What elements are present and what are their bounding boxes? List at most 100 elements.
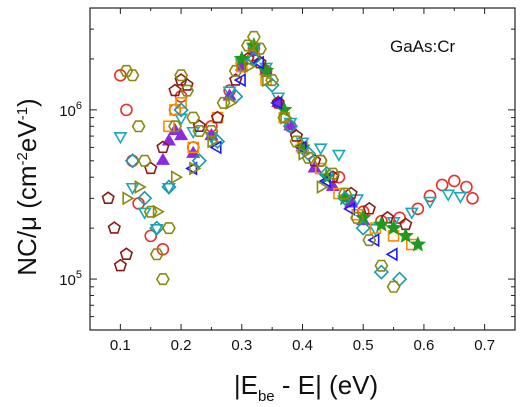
- series-hexagon: [119, 30, 401, 293]
- data-point: [119, 247, 134, 260]
- data-point: [192, 119, 206, 132]
- data-point: [257, 62, 275, 78]
- data-point: [373, 264, 390, 280]
- data-point: [362, 234, 377, 247]
- data-point: [265, 74, 280, 87]
- data-point: [233, 73, 246, 88]
- data-point: [332, 170, 346, 184]
- data-point: [246, 51, 262, 67]
- data-point: [155, 152, 170, 165]
- chart-annotation: GaAs:Cr: [390, 37, 456, 56]
- y-axis-title-sup2: -1: [14, 107, 31, 120]
- data-point: [343, 201, 356, 216]
- y-tick-label: 106: [59, 100, 82, 120]
- data-point: [170, 170, 184, 185]
- x-axis-title-main: |E: [234, 370, 258, 400]
- data-point: [149, 224, 164, 237]
- data-point: [225, 95, 238, 110]
- y-axis-title-pre: NC/μ (cm: [12, 165, 42, 275]
- data-point: [187, 141, 200, 154]
- data-point: [175, 97, 187, 109]
- x-tick-label: 0.2: [171, 337, 192, 354]
- data-point: [180, 78, 194, 91]
- data-point: [209, 140, 222, 155]
- data-point: [355, 220, 371, 236]
- data-point: [168, 83, 182, 97]
- y-tick-label: 105: [59, 269, 82, 289]
- data-point: [163, 120, 175, 133]
- data-point: [136, 190, 153, 206]
- data-point: [435, 178, 449, 192]
- data-point: [246, 30, 261, 43]
- data-point: [316, 179, 329, 195]
- x-axis-title-rest: - E| (eV): [275, 370, 379, 400]
- data-point: [155, 273, 170, 286]
- data-point: [207, 134, 220, 149]
- data-point: [125, 69, 140, 82]
- data-point: [404, 207, 419, 220]
- data-point: [169, 104, 181, 116]
- x-tick-label: 0.4: [292, 337, 313, 354]
- data-point: [137, 207, 152, 220]
- series-triangle-right: [122, 59, 329, 219]
- data-point: [174, 113, 189, 126]
- data-point: [101, 191, 115, 204]
- data-point: [186, 126, 201, 140]
- data-point: [307, 160, 322, 173]
- data-point: [152, 204, 165, 219]
- x-axis-title-subscript: be: [258, 388, 275, 405]
- y-axis-title: NC/μ (cm-2eV-1): [12, 98, 42, 275]
- axes: 0.1 0.2 0.3 0.4 0.5 0.6 0.7 105 106: [59, 7, 516, 354]
- data-point: [277, 111, 292, 124]
- data-point: [373, 215, 390, 232]
- data-point: [168, 120, 182, 133]
- data-point: [300, 146, 317, 162]
- data-point: [350, 194, 365, 207]
- data-point: [282, 118, 299, 134]
- x-tick-label: 0.7: [474, 337, 495, 354]
- data-point: [331, 149, 346, 162]
- data-point: [124, 153, 141, 169]
- data-point: [270, 95, 283, 110]
- data-point: [180, 84, 195, 97]
- y-axis-title-post: ): [12, 98, 42, 107]
- data-point: [325, 167, 340, 180]
- data-point: [298, 146, 311, 161]
- data-point: [107, 221, 121, 234]
- x-axis-title: |Ebe - E| (eV): [234, 370, 378, 405]
- data-point: [113, 132, 128, 145]
- y-axis-title-mid: eV: [12, 120, 42, 152]
- data-point: [189, 161, 202, 176]
- data-point: [280, 110, 293, 125]
- series-square: [163, 49, 418, 251]
- data-marks: [101, 30, 479, 293]
- data-point: [374, 259, 389, 272]
- data-point: [192, 125, 207, 137]
- data-point: [253, 42, 267, 55]
- data-point: [120, 103, 133, 117]
- data-point: [119, 64, 134, 77]
- x-tick-label: 0.6: [413, 337, 434, 354]
- data-point: [228, 64, 243, 77]
- data-point: [210, 110, 225, 124]
- data-point: [174, 69, 189, 82]
- data-point: [134, 179, 147, 195]
- data-point: [313, 154, 328, 167]
- data-point: [338, 187, 352, 200]
- data-point: [350, 211, 365, 224]
- data-point: [228, 88, 244, 105]
- data-point: [460, 180, 473, 194]
- data-point: [391, 271, 408, 287]
- x-tick-label: 0.3: [231, 337, 252, 354]
- data-point: [441, 189, 456, 202]
- x-tick-label: 0.1: [110, 337, 131, 354]
- data-point: [313, 143, 328, 156]
- data-point: [204, 125, 219, 137]
- data-point: [362, 201, 376, 215]
- data-point: [185, 161, 198, 176]
- series-triangle-left: [185, 55, 398, 262]
- data-point: [161, 222, 176, 235]
- data-point: [161, 182, 176, 196]
- data-point: [161, 133, 176, 146]
